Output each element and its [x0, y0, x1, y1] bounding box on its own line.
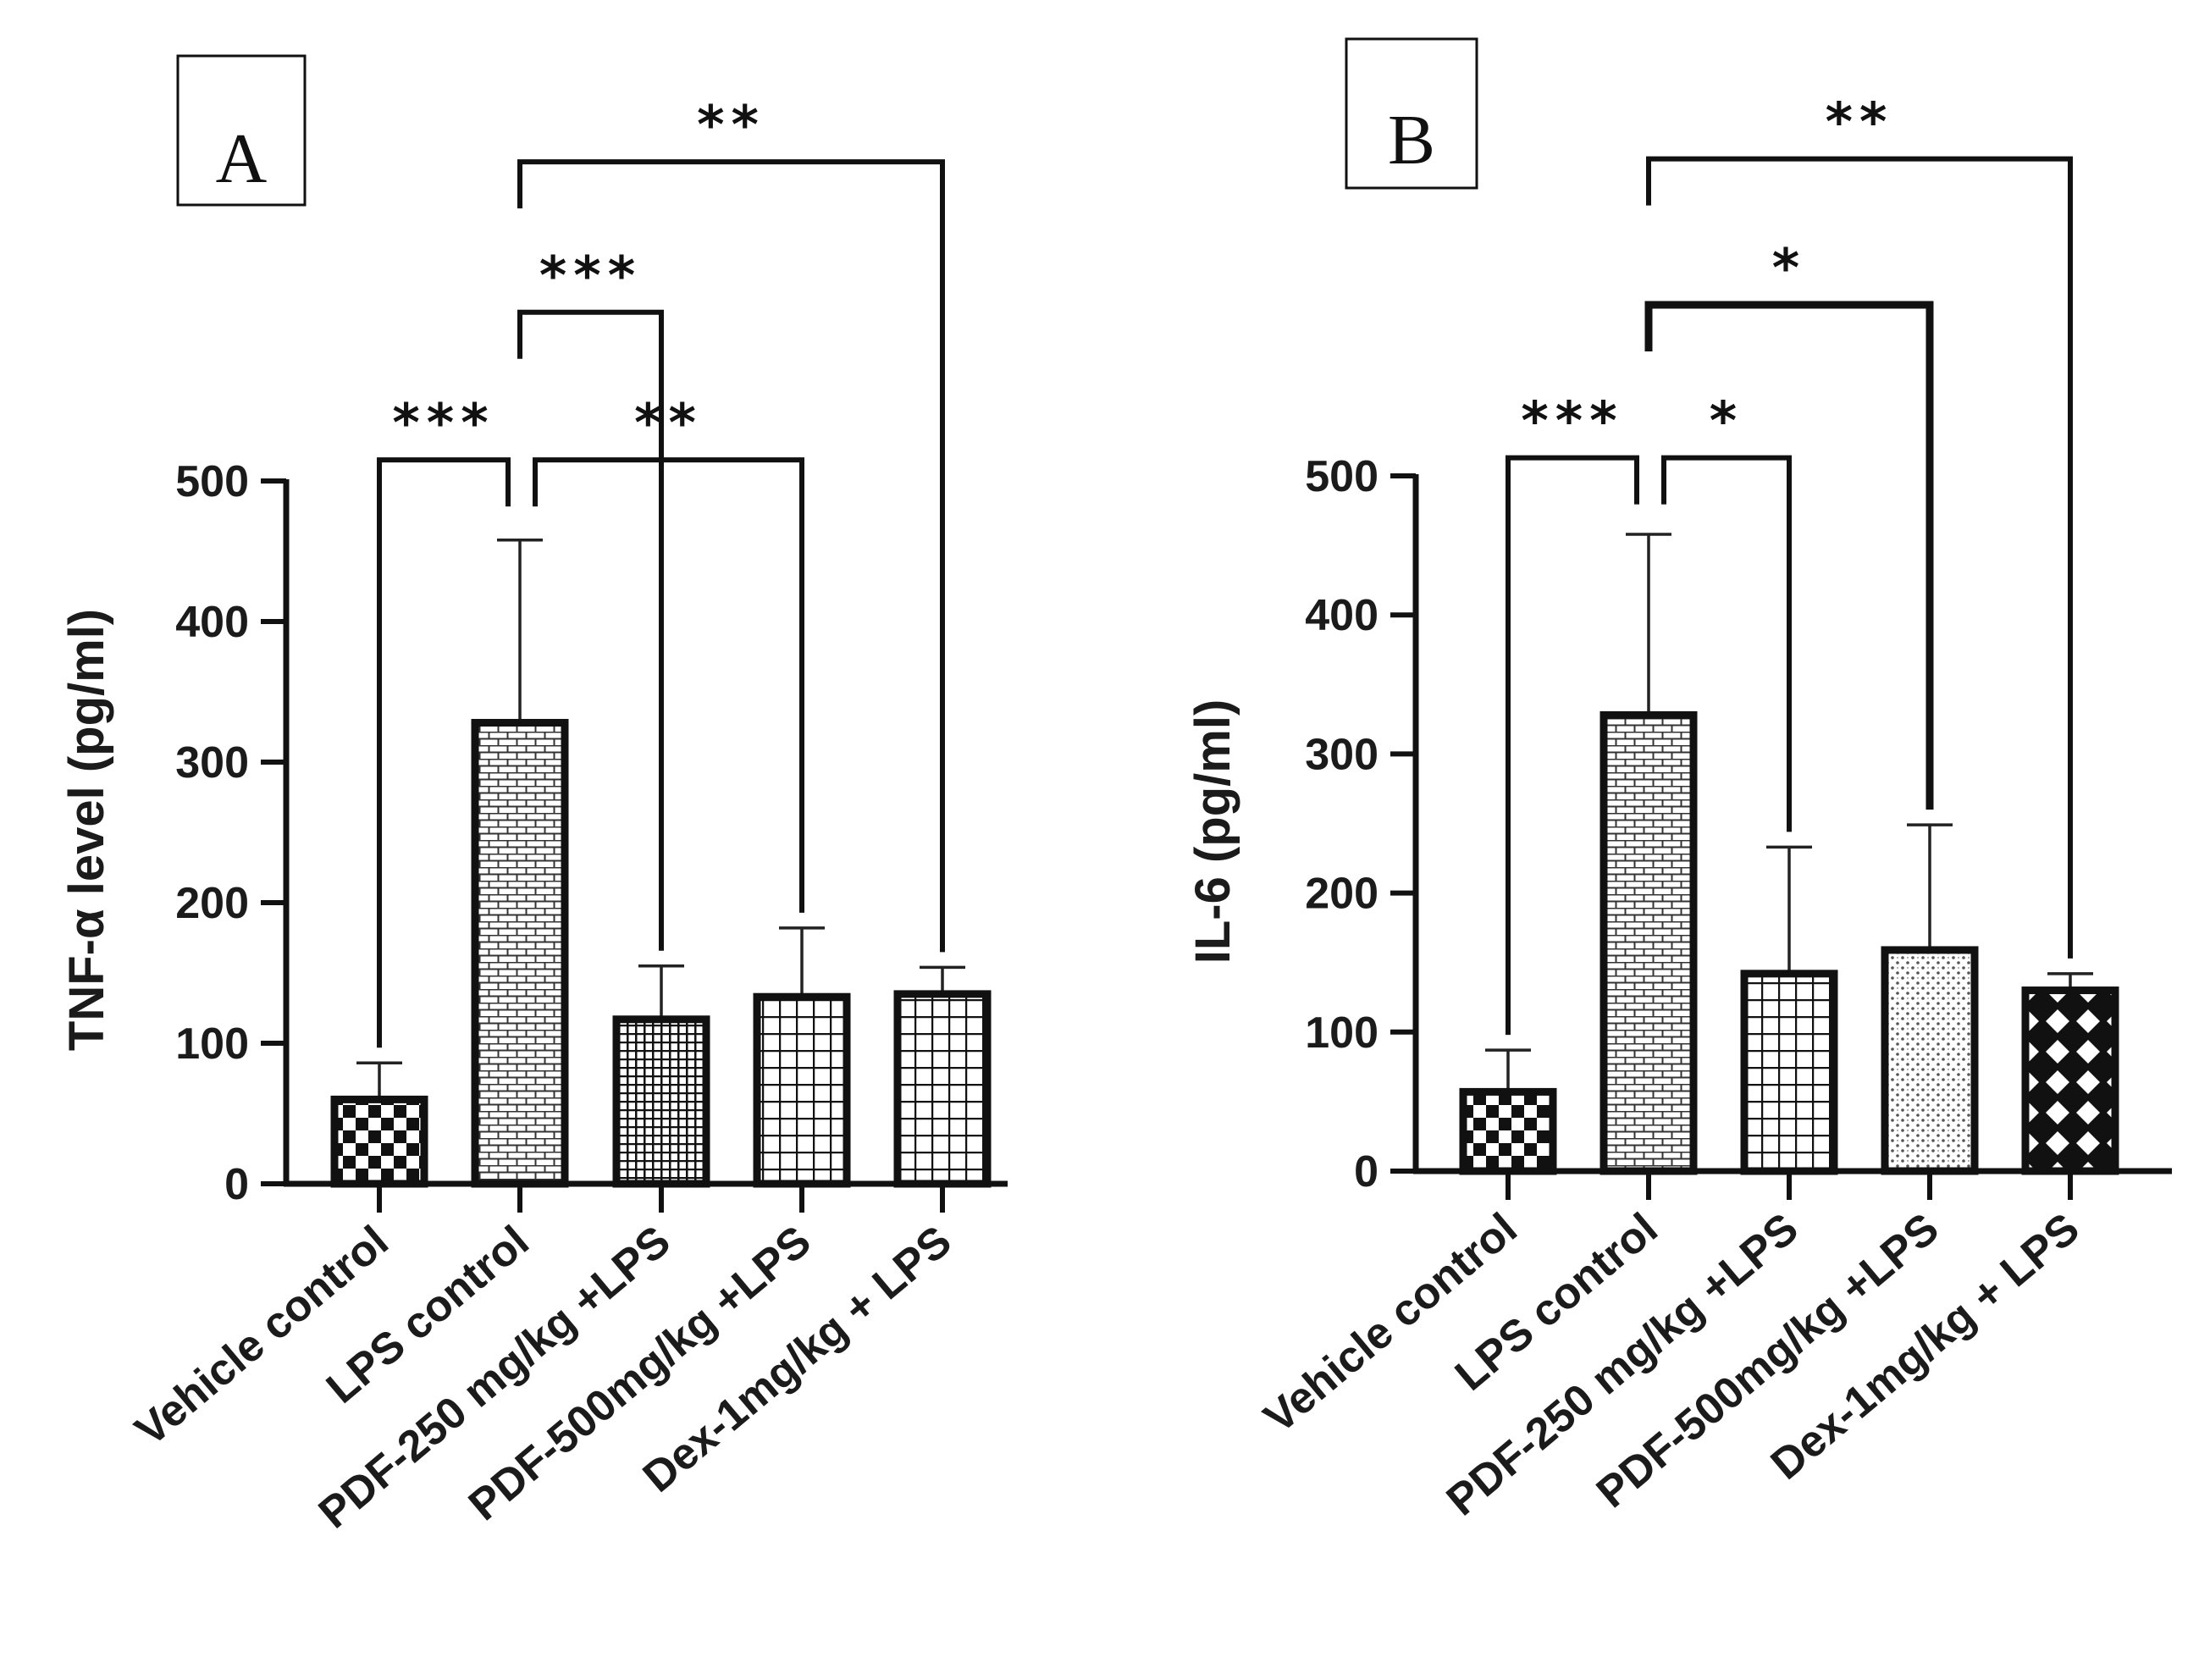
significance-brackets: *** ******* [377, 94, 945, 1048]
significance-stars: ** [697, 94, 765, 156]
significance-bracket [517, 159, 945, 953]
significance-stars: *** [1521, 390, 1623, 452]
significance-stars: * [1772, 237, 1806, 299]
y-tick-label: 100 [1305, 1009, 1378, 1058]
category-label: Vehicle control [1255, 1204, 1527, 1443]
y-tick-label: 200 [175, 879, 249, 928]
significance-stars: ** [1826, 91, 1894, 153]
significance-stars: *** [539, 245, 642, 307]
bar [2021, 986, 2119, 1175]
significance-stars: *** [392, 392, 494, 454]
bars [330, 538, 992, 1213]
y-axis-title: IL-6 (pg/ml) [1185, 699, 1240, 964]
panel-label: A [216, 119, 268, 198]
y-tick-label: 300 [1305, 730, 1378, 779]
y-tick-label: 0 [224, 1160, 249, 1209]
bar [1599, 710, 1698, 1175]
bar [330, 1095, 428, 1188]
bar [893, 990, 992, 1188]
y-axis-title: TNF-α level (pg/ml) [59, 609, 114, 1051]
significance-stars: * [1710, 390, 1743, 452]
bar [1881, 946, 1979, 1175]
y-tick-label: 200 [1305, 870, 1378, 919]
significance-bracket [377, 457, 511, 1048]
panel-a: A TNF-α level (pg/ml) 0 100 200 300 400 500 *… [59, 54, 1008, 1539]
bar [1740, 970, 1838, 1175]
category-label: Vehicle control [126, 1217, 398, 1456]
bars [1459, 533, 2119, 1200]
bar [612, 1015, 710, 1188]
bar [471, 719, 569, 1188]
bar [753, 992, 851, 1188]
significance-brackets: *** **** [1506, 91, 2073, 1036]
significance-bracket [1661, 455, 1792, 832]
y-tick-label: 300 [175, 738, 249, 788]
y-tick-label: 100 [175, 1020, 249, 1069]
panel-label-box [1345, 37, 1478, 190]
y-axis-ticks: 0 100 200 300 400 500 [175, 457, 1008, 1209]
significance-bracket [1644, 301, 1934, 810]
y-tick-label: 500 [175, 457, 249, 506]
y-tick-label: 500 [1305, 452, 1378, 501]
y-tick-label: 400 [175, 598, 249, 647]
significance-bracket [533, 457, 804, 913]
significance-bracket [1646, 156, 2073, 959]
panel-label: B [1388, 101, 1435, 180]
panel-label-box [176, 54, 307, 207]
y-tick-label: 0 [1354, 1147, 1378, 1196]
significance-bracket [517, 309, 664, 951]
bar [1459, 1087, 1557, 1175]
y-tick-label: 400 [1305, 591, 1378, 640]
significance-bracket [1506, 455, 1639, 1036]
significance-stars: ** [634, 392, 703, 454]
